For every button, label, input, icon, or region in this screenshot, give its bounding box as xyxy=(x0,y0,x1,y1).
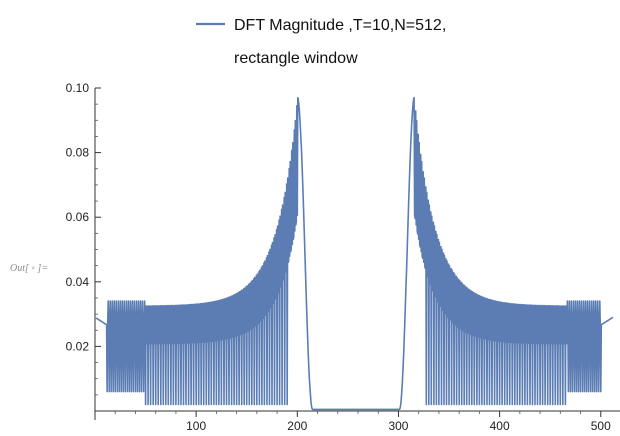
y-tick-label: 0.10 xyxy=(66,81,90,95)
x-tick-label: 500 xyxy=(591,419,611,433)
legend: DFT Magnitude ,T=10,N=512, rectangle win… xyxy=(196,17,446,67)
y-tick-label: 0.06 xyxy=(66,210,90,224)
legend-label-line-1: DFT Magnitude ,T=10,N=512, xyxy=(234,17,446,34)
y-tick-label: 0.08 xyxy=(66,146,90,160)
x-tick-label: 200 xyxy=(287,419,307,433)
x-ticks: 100 200 300 400 500 xyxy=(114,411,611,433)
y-ticks: 0.02 0.04 0.06 0.08 0.10 xyxy=(66,81,101,396)
axes: 100 200 300 400 500 0.02 0.04 0.06 0.08 0.10 xyxy=(66,81,620,433)
output-cell-label: Out[ ◦ ]= xyxy=(10,263,48,274)
x-tick-label: 100 xyxy=(186,419,206,433)
y-tick-label: 0.02 xyxy=(66,339,90,353)
series-line-dft-magnitude xyxy=(95,96,614,411)
x-tick-label: 400 xyxy=(490,419,510,433)
y-tick-label: 0.04 xyxy=(66,275,90,289)
legend-label-line-2: rectangle window xyxy=(234,50,358,67)
x-tick-label: 300 xyxy=(388,419,408,433)
